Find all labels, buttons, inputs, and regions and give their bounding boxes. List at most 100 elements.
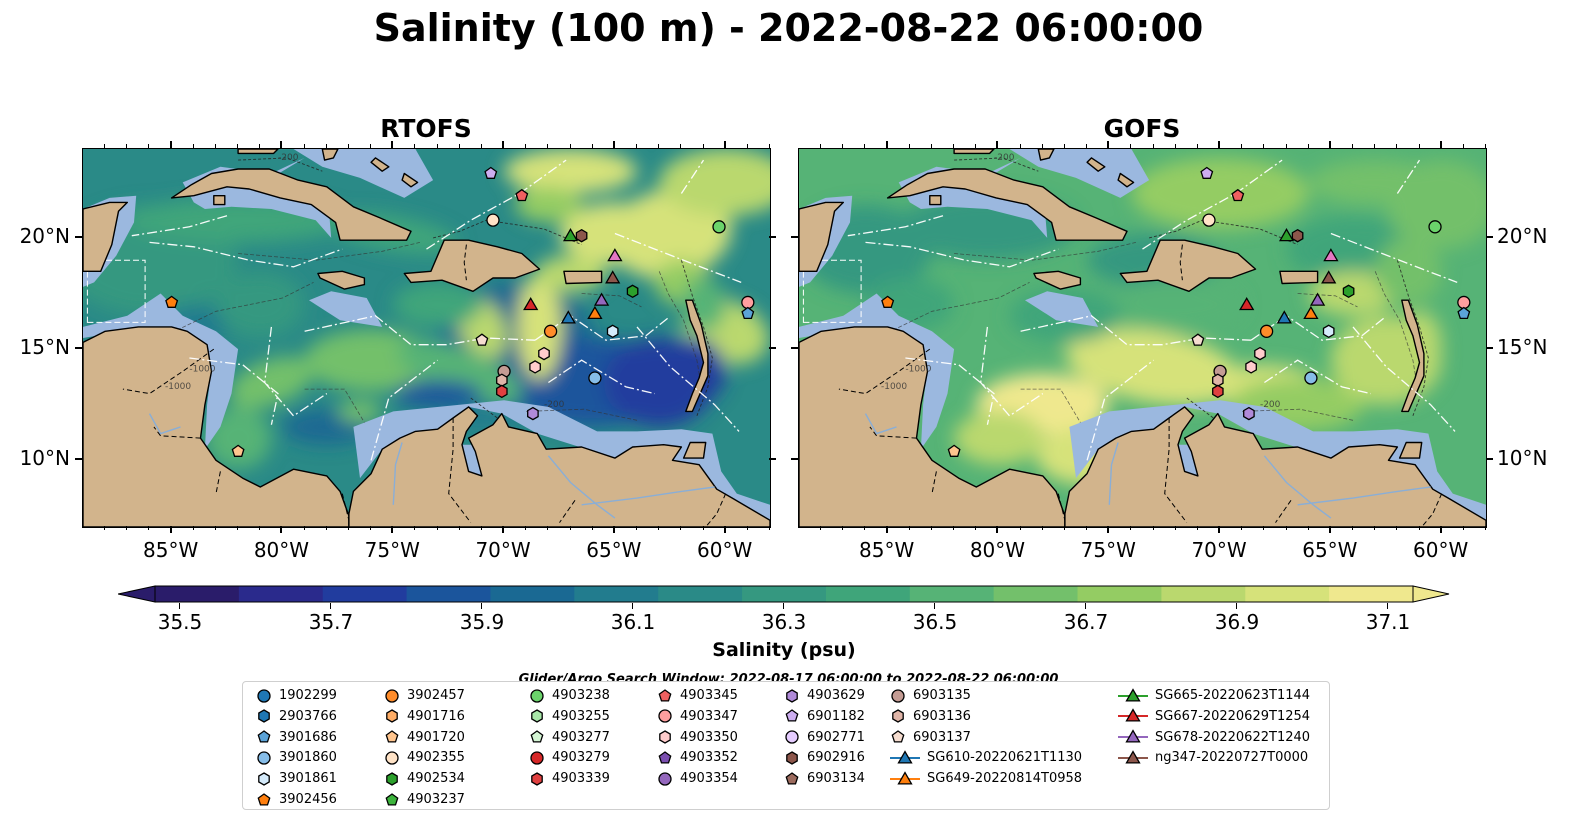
legend-marker [1125,708,1141,722]
legend-label: 3901686 [279,729,337,745]
tick-mark [769,347,776,350]
colorbar-tick-label: 36.5 [912,610,958,634]
tick-mark [325,526,327,530]
legend-marker [385,688,399,703]
colorbar-label: Salinity (psu) [712,639,856,661]
bathymetry-contour [1242,408,1354,421]
legend-marker [786,688,798,703]
legend-item: 6902916 [783,747,865,768]
legend-hexagon-icon [892,709,904,724]
eez-boundary [980,326,1044,417]
legend-marker [385,792,399,806]
marker-4903238 [712,220,726,234]
legend-marker [659,730,671,744]
tick-mark [1439,141,1442,148]
x-tick-label: 80°W [253,538,310,562]
bahamas-a-land [321,149,339,161]
y-tick-label: 10°N [19,446,70,471]
eez-boundary [304,315,536,346]
colorbar-tick-label: 36.7 [1063,610,1109,634]
colorbar [117,585,1450,603]
salinity-patch [504,149,638,194]
tick-mark [885,141,888,148]
legend-marker [1125,750,1141,764]
tick-mark [1462,144,1464,148]
legend-marker [785,730,799,744]
tick-mark [769,458,776,461]
legend-item: 4901720 [383,727,465,748]
marker-SG610-20220621T1130 [1276,310,1292,324]
legend-marker [897,750,913,764]
tick-mark [525,144,527,148]
eez-boundary [548,359,655,395]
eez-boundary [131,215,228,237]
colorbar-tick-label: 36.3 [761,610,807,634]
legend-hexagon-icon [386,771,398,786]
tick-mark [953,144,955,148]
colorbar-segment [742,586,827,602]
tick-mark [347,526,349,530]
colorbar-tick-label: 36.1 [610,610,656,634]
tick-mark [1152,526,1154,530]
legend-hexagon-icon [531,709,543,724]
tick-mark [1285,144,1287,148]
colorbar-segment [658,586,743,602]
legend-triangle-icon [1118,708,1148,722]
tick-mark [391,526,394,533]
tick-mark [791,347,798,350]
country-border [215,471,221,494]
legend-marker [786,751,798,765]
tick-mark [414,144,416,148]
tick-mark [1307,144,1309,148]
bathymetry-contour [1148,219,1298,246]
eez-boundary [370,359,438,461]
tick-mark [414,526,416,530]
bahamas-a-land [1037,149,1055,161]
salinity-patch [229,356,314,409]
tick-mark [480,144,482,148]
country-border [1179,244,1183,281]
legend-hexagon-icon [786,751,798,765]
legend-item: 4903345 [656,685,738,706]
river [1263,455,1332,519]
rtofs-map[interactable]: -1000 -1000 -200 -200 [82,148,771,528]
legend-triangle-icon [1118,729,1148,743]
contour-label: -1000 [881,382,907,392]
legend-marker [892,709,904,724]
legend-label: 3902457 [407,688,465,703]
contour-label: -200 [1260,400,1281,410]
legend-pentagon-icon [385,730,399,743]
eez-boundary [1264,359,1371,395]
salinity-patch [517,273,562,381]
tick-mark [547,526,549,530]
marker-ng347-20220727T0000 [605,270,621,284]
marker-3902456 [165,295,179,308]
legend-label: 4902355 [407,750,465,766]
marker-SG610-20220621T1130 [560,310,576,324]
legend-label: SG667-20220629T1254 [1155,708,1311,724]
marker-6903136 [1212,373,1224,387]
marker-6903136 [496,373,508,387]
bathymetry-contour [954,242,1136,261]
tick-mark [791,235,798,238]
tick-mark [104,144,106,148]
y-tick-label: 20°N [1497,223,1548,248]
tick-mark [547,144,549,148]
legend-marker [257,688,271,703]
platform-legend: 1902299 2903766 3901686 3901860 3901861 39024… [242,681,1330,810]
river [547,455,616,519]
marker-3902456 [881,295,895,308]
tick-mark [1418,144,1420,148]
tick-mark [1396,144,1398,148]
legend-label: 4903339 [552,771,610,787]
tick-mark [820,144,822,148]
tick-mark [126,144,128,148]
x-tick-label: 70°W [1191,538,1247,562]
legend-item: 4901716 [383,706,465,727]
hispaniola-land [403,239,541,293]
legend-item: 6903137 [889,727,971,748]
eez-boundary [1142,159,1283,250]
tick-mark [1374,144,1376,148]
tick-mark [953,526,955,530]
gofs-map[interactable]: -1000 -1000 -200 -200 [798,148,1487,528]
